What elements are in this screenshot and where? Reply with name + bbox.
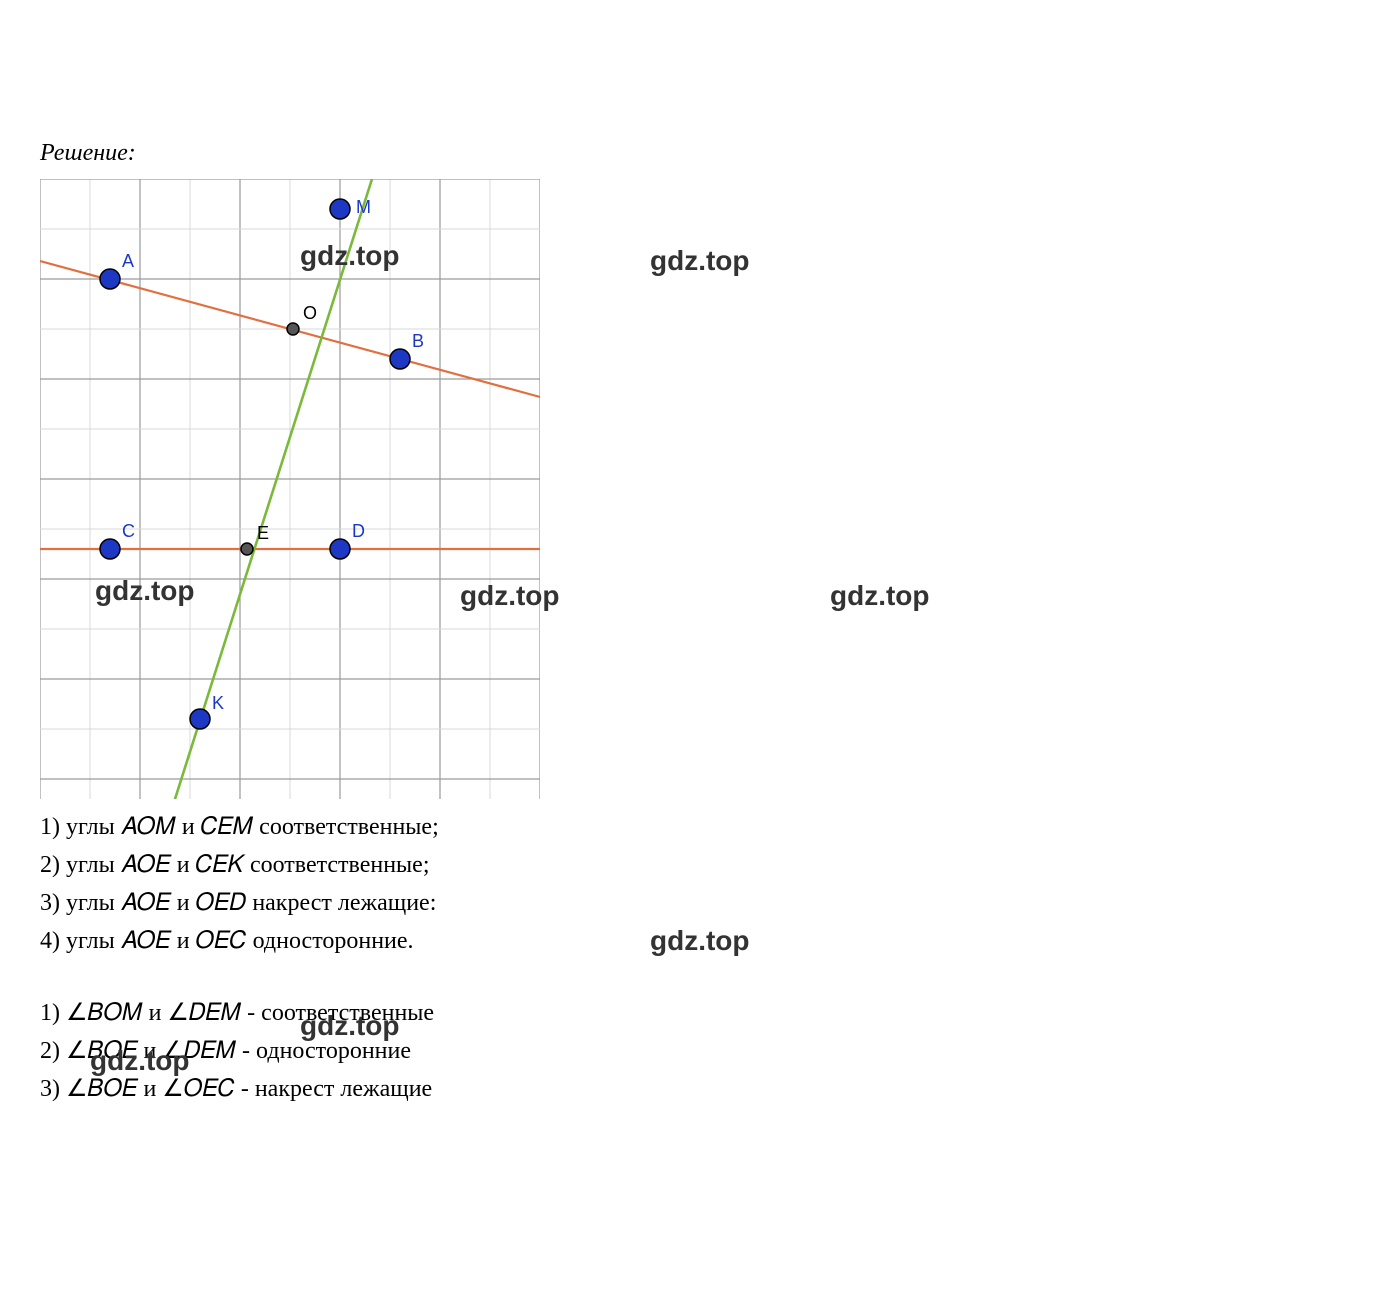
answers-block-2: 1) ∠𝐵𝑂𝑀 и ∠𝐷𝐸𝑀 - соответственные 2) ∠𝐵𝑂𝐸… [40, 995, 1360, 1107]
page-root: Решение: A B C D M K O E 1) углы 𝐴𝑂𝑀 и 𝐶𝐸𝑀 соот… [0, 0, 1400, 1293]
svg-text:D: D [352, 521, 365, 541]
answer-line: 1) углы 𝐴𝑂𝑀 и 𝐶𝐸𝑀 соответственные; [40, 809, 1360, 845]
svg-text:A: A [122, 251, 134, 271]
diagram-svg: A B C D M K O E [40, 179, 540, 799]
answer-line: 4) углы 𝐴𝑂𝐸 и 𝑂𝐸𝐶 односторонние. [40, 923, 1360, 959]
geometry-diagram: A B C D M K O E [40, 179, 540, 799]
answer-line: 3) углы 𝐴𝑂𝐸 и 𝑂𝐸𝐷 накрест лежащие: [40, 885, 1360, 921]
solution-heading: Решение: [40, 140, 1360, 167]
svg-text:M: M [356, 197, 371, 217]
svg-text:C: C [122, 521, 135, 541]
answer-line: 1) ∠𝐵𝑂𝑀 и ∠𝐷𝐸𝑀 - соответственные [40, 995, 1360, 1031]
answer-line: 2) ∠𝐵𝑂𝐸 и ∠𝐷𝐸𝑀 - односторонние [40, 1033, 1360, 1069]
svg-text:O: O [303, 303, 317, 323]
watermark: gdz.top [830, 580, 930, 612]
watermark: gdz.top [650, 245, 750, 277]
svg-text:B: B [412, 331, 424, 351]
answer-line: 3) ∠𝐵𝑂𝐸 и ∠𝑂𝐸𝐶 - накрест лежащие [40, 1071, 1360, 1107]
spacer [40, 961, 1360, 985]
svg-text:K: K [212, 693, 224, 713]
answer-line: 2) углы 𝐴𝑂𝐸 и 𝐶𝐸𝐾 соответственные; [40, 847, 1360, 883]
svg-text:E: E [257, 523, 269, 543]
answers-block-1: 1) углы 𝐴𝑂𝑀 и 𝐶𝐸𝑀 соответственные; 2) уг… [40, 809, 1360, 959]
